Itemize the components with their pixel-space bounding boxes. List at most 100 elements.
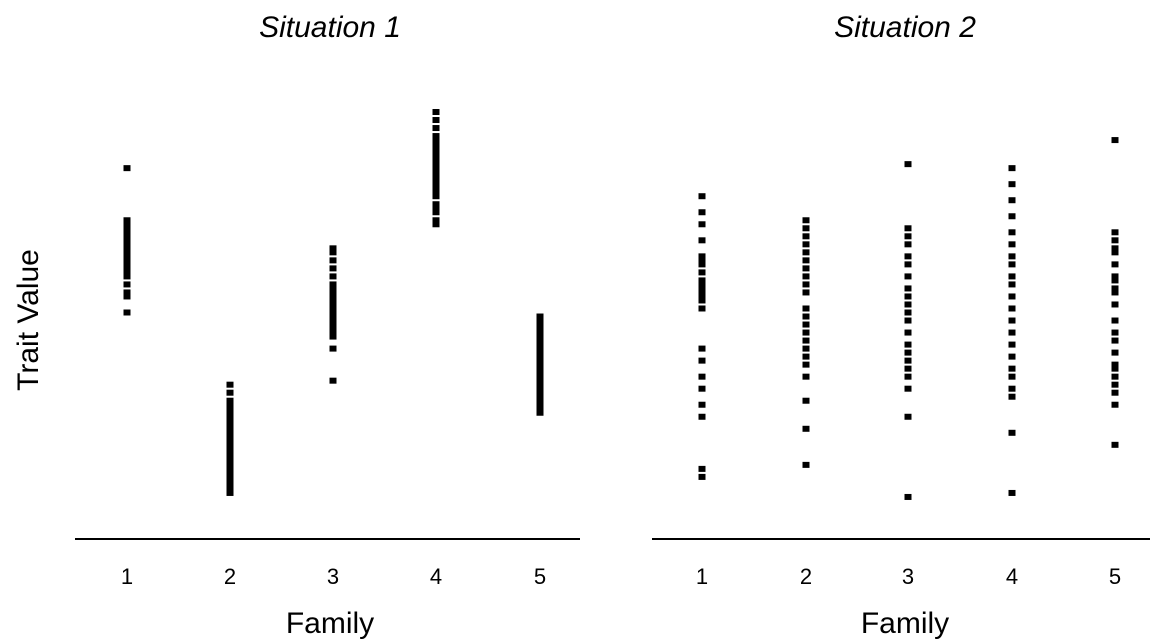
- scatter-point: [432, 157, 440, 164]
- x-tick-label: 1: [121, 564, 133, 589]
- scatter-point: [802, 361, 810, 368]
- scatter-point: [536, 337, 544, 344]
- scatter-point: [698, 373, 706, 380]
- scatter-point: [1111, 337, 1119, 344]
- scatter-point: [698, 293, 706, 300]
- scatter-point: [536, 401, 544, 408]
- x-axis-ticks: 1 2 3 4 5: [696, 564, 1121, 589]
- scatter-point: [123, 241, 131, 248]
- scatter-point: [802, 329, 810, 336]
- scatter-point: [226, 445, 234, 452]
- scatter-point: [1008, 365, 1016, 372]
- scatter-point: [536, 389, 544, 396]
- scatter-point: [536, 333, 544, 340]
- scatter-point: [432, 173, 440, 180]
- scatter-point: [904, 161, 912, 168]
- scatter-point: [432, 177, 440, 184]
- scatter-point: [802, 321, 810, 328]
- scatter-point: [802, 273, 810, 280]
- scatter-point: [802, 249, 810, 256]
- scatter-point: [698, 297, 706, 304]
- scatter-point: [802, 373, 810, 380]
- scatter-point: [1008, 341, 1016, 348]
- scatter-point: [329, 329, 337, 336]
- scatter-point: [698, 285, 706, 292]
- scatter-point: [698, 193, 706, 200]
- scatter-point: [904, 329, 912, 336]
- scatter-point: [1111, 137, 1119, 144]
- scatter-point: [802, 257, 810, 264]
- scatter-point: [1111, 245, 1119, 252]
- scatter-point: [432, 149, 440, 156]
- scatter-point: [698, 413, 706, 420]
- scatter-point: [536, 405, 544, 412]
- scatter-point: [1008, 489, 1016, 496]
- scatter-point: [1008, 197, 1016, 204]
- scatter-point: [1008, 213, 1016, 220]
- scatter-point: [1111, 329, 1119, 336]
- scatter-point: [432, 165, 440, 172]
- scatter-point: [536, 381, 544, 388]
- scatter-point: [1111, 373, 1119, 380]
- scatter-point: [536, 377, 544, 384]
- x-tick-label: 4: [1006, 564, 1018, 589]
- scatter-point: [536, 397, 544, 404]
- scatter-point: [802, 461, 810, 468]
- scatter-point: [1111, 237, 1119, 244]
- x-axis-label: Family: [286, 607, 374, 640]
- scatter-point: [904, 493, 912, 500]
- scatter-points: [123, 109, 544, 496]
- scatter-point: [329, 325, 337, 332]
- scatter-point: [802, 225, 810, 232]
- scatter-point: [904, 273, 912, 280]
- scatter-point: [123, 253, 131, 260]
- scatter-point: [802, 305, 810, 312]
- scatter-point: [904, 357, 912, 364]
- scatter-point: [536, 373, 544, 380]
- x-tick-label: 5: [534, 564, 546, 589]
- scatter-point: [904, 349, 912, 356]
- scatter-point: [904, 365, 912, 372]
- scatter-point: [1008, 353, 1016, 360]
- scatter-point: [1008, 329, 1016, 336]
- x-tick-label: 5: [1109, 564, 1121, 589]
- scatter-point: [432, 181, 440, 188]
- scatter-point: [1008, 373, 1016, 380]
- scatter-point: [123, 229, 131, 236]
- scatter-point: [536, 361, 544, 368]
- scatter-point: [226, 421, 234, 428]
- scatter-point: [1111, 289, 1119, 296]
- scatter-point: [1111, 273, 1119, 280]
- scatter-point: [1008, 165, 1016, 172]
- scatter-point: [123, 221, 131, 228]
- scatter-point: [226, 405, 234, 412]
- scatter-point: [904, 317, 912, 324]
- scatter-point: [1008, 317, 1016, 324]
- scatter-point: [802, 241, 810, 248]
- scatter-point: [698, 269, 706, 276]
- scatter-point: [698, 289, 706, 296]
- scatter-point: [904, 253, 912, 260]
- scatter-point: [123, 257, 131, 264]
- scatter-point: [123, 281, 131, 288]
- scatter-point: [226, 425, 234, 432]
- scatter-point: [226, 413, 234, 420]
- scatter-points: [698, 137, 1119, 500]
- y-axis-label: Trait Value: [12, 249, 45, 391]
- scatter-point: [123, 245, 131, 252]
- scatter-point: [1111, 301, 1119, 308]
- scatter-point: [904, 261, 912, 268]
- scatter-point: [432, 109, 440, 115]
- scatter-point: [123, 309, 131, 316]
- scatter-point: [802, 345, 810, 352]
- scatter-point: [802, 233, 810, 240]
- scatter-point: [329, 293, 337, 300]
- scatter-point: [1008, 229, 1016, 236]
- scatter-point: [1008, 385, 1016, 392]
- scatter-point: [432, 137, 440, 144]
- scatter-point: [1008, 281, 1016, 288]
- scatter-point: [226, 457, 234, 464]
- scatter-point: [226, 449, 234, 456]
- scatter-point: [432, 141, 440, 148]
- scatter-point: [802, 425, 810, 432]
